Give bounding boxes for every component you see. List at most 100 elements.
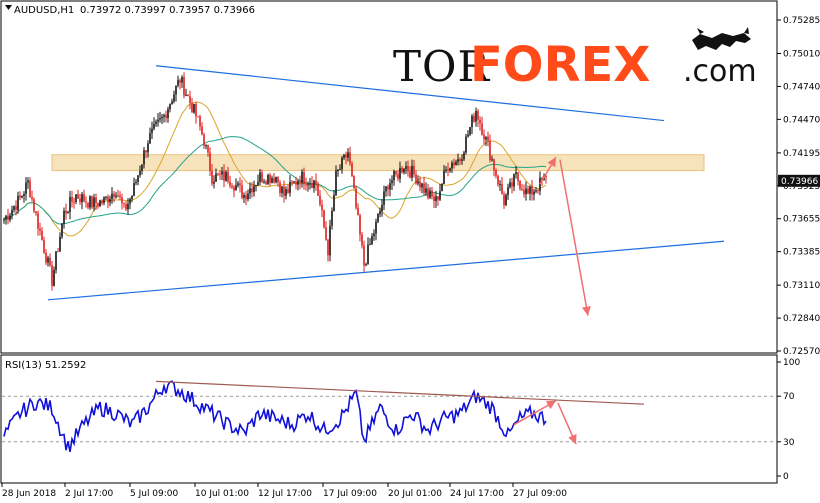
candle-body: [35, 211, 37, 214]
candle: [299, 175, 301, 190]
candle: [125, 201, 127, 212]
candle-body: [27, 180, 29, 183]
candle-body: [383, 191, 385, 205]
candle: [7, 208, 9, 225]
candle: [473, 112, 475, 123]
candle: [159, 111, 161, 123]
current-price-tag: 0.73966: [778, 174, 820, 187]
candle-body: [293, 181, 295, 183]
candle-body: [443, 170, 445, 184]
candle: [521, 183, 523, 191]
bull-bear-icon: [692, 27, 751, 50]
candle: [41, 226, 43, 241]
candle-body: [59, 236, 61, 252]
candle: [469, 126, 471, 137]
candle: [369, 238, 371, 246]
candle: [93, 193, 95, 212]
candle: [275, 176, 277, 184]
main-price-panel[interactable]: [0, 0, 778, 354]
candle-body: [319, 195, 321, 205]
rsi-tick: 70: [777, 392, 795, 402]
candle: [127, 198, 129, 215]
candle: [35, 210, 37, 216]
candle: [141, 164, 143, 175]
candle-body: [289, 181, 291, 193]
forecast-arrow-up: [539, 156, 557, 185]
candle: [157, 112, 159, 127]
current-price-bg: [778, 174, 820, 187]
rsi-panel[interactable]: [0, 354, 778, 484]
candle: [235, 178, 237, 191]
candle: [55, 251, 57, 274]
candle: [59, 232, 61, 253]
logo-com-text: .com: [683, 54, 757, 89]
candle: [325, 221, 327, 241]
candle: [211, 164, 213, 186]
candle: [21, 195, 23, 199]
candle: [239, 177, 241, 193]
candle-body: [311, 183, 313, 189]
candle: [277, 176, 279, 187]
rsi-tick-label: 30: [783, 438, 795, 448]
candle-body: [121, 197, 123, 204]
candle: [365, 262, 367, 267]
candle-body: [307, 184, 309, 186]
candle-body: [483, 134, 485, 140]
candle: [387, 184, 389, 197]
candle: [465, 133, 467, 155]
candle-body: [369, 244, 371, 246]
candle: [359, 213, 361, 242]
candle: [419, 176, 421, 192]
candle: [281, 186, 283, 198]
candle-body: [399, 167, 401, 179]
candle: [303, 167, 305, 190]
candle: [241, 179, 243, 200]
candle-body: [407, 166, 409, 172]
price-tick: 0.75285: [777, 16, 820, 26]
candle-body: [463, 152, 465, 160]
candle-body: [97, 203, 99, 207]
price-tick: 0.72570: [777, 347, 820, 357]
candle-body: [151, 128, 153, 134]
candle: [183, 72, 185, 99]
price-tick: 0.75010: [777, 50, 820, 60]
candle-body: [109, 198, 111, 203]
candle-body: [29, 180, 31, 198]
candle: [173, 90, 175, 104]
candle: [441, 183, 443, 192]
candle-body: [327, 239, 329, 256]
candle: [247, 189, 249, 202]
candle-body: [449, 168, 451, 171]
arrow-head-icon: [568, 434, 577, 445]
candle-body: [381, 204, 383, 212]
candle: [329, 219, 331, 262]
candle-body: [489, 141, 491, 160]
candle: [485, 136, 487, 146]
candle: [343, 153, 345, 160]
candle: [257, 174, 259, 187]
candle: [65, 203, 67, 220]
candle-body: [545, 176, 547, 178]
candle: [115, 192, 117, 199]
candle: [67, 210, 69, 214]
candle-body: [181, 77, 183, 83]
candle-body: [473, 115, 475, 122]
candle: [113, 191, 115, 203]
candle: [421, 182, 423, 194]
candle-body: [265, 181, 267, 184]
candle-body: [239, 183, 241, 186]
candle: [377, 212, 379, 224]
candle: [439, 184, 441, 201]
candle: [379, 207, 381, 218]
candle: [535, 186, 537, 194]
candle-body: [527, 188, 529, 194]
candle-body: [529, 186, 531, 194]
candle-body: [253, 185, 255, 193]
candle: [335, 165, 337, 197]
candle-body: [511, 182, 513, 187]
price-tick-label: 0.73110: [783, 281, 820, 291]
candle-body: [217, 173, 219, 175]
candle: [415, 170, 417, 185]
candle-body: [429, 190, 431, 198]
